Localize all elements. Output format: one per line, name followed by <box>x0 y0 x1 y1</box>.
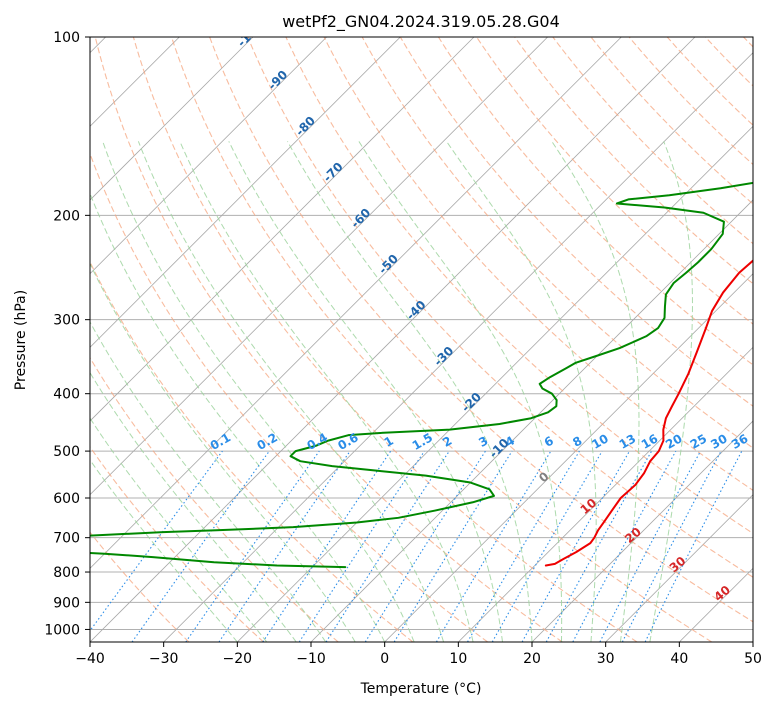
isotherm-line-9 <box>90 37 548 496</box>
mixing-ratio-line-7 <box>364 450 486 642</box>
mixing-ratio-line-9 <box>435 450 552 642</box>
y-tick-label-8: 900 <box>53 595 80 611</box>
dry-adiabat-line-8 <box>209 37 753 623</box>
x-tick-label-3: −10 <box>296 651 326 667</box>
y-axis-label: Pressure (hPa) <box>13 290 29 390</box>
plot-frame <box>89 36 754 643</box>
mixing-ratio-line-1 <box>131 450 270 642</box>
moist-adiabat-line-4 <box>90 262 356 642</box>
x-tick-label-8: 40 <box>670 651 688 667</box>
dry-adiabat-line-13 <box>399 37 753 407</box>
series-line-0 <box>544 259 753 567</box>
y-tick-label-3: 400 <box>53 387 80 403</box>
isotherm-line-10 <box>90 37 622 569</box>
x-axis-label: Temperature (°C) <box>360 681 482 697</box>
chart-title: wetPf2_GN04.2024.319.05.28.G04 <box>282 12 560 32</box>
isotherm-line-8 <box>90 37 475 422</box>
dry-adiabat-line-9 <box>247 37 753 578</box>
dry-adiabat-line-12 <box>361 37 753 449</box>
moist-adiabat-line-7 <box>137 141 445 642</box>
moist-adiabat-line-14 <box>649 141 693 642</box>
x-tick-label-6: 20 <box>523 651 541 667</box>
dry-adiabat-line-0 <box>90 531 190 642</box>
isotherm-line-18 <box>605 494 753 642</box>
mixing-ratio-line-8 <box>393 450 513 642</box>
plot-background <box>90 37 753 642</box>
dry-adiabat-line-11 <box>323 37 753 492</box>
dry-adiabat-line-2 <box>90 356 339 642</box>
moist-adiabat-line-5 <box>90 192 386 642</box>
isotherm-line-12 <box>163 52 753 642</box>
series-line-1 <box>90 181 753 569</box>
isotherm-line-11 <box>90 37 696 642</box>
y-tick-label-7: 800 <box>53 565 80 581</box>
x-tick-label-2: −20 <box>223 651 253 667</box>
x-tick-label-1: −30 <box>149 651 179 667</box>
mixing-ratio-line-6 <box>325 450 450 642</box>
data-lines <box>90 181 753 569</box>
moist-adiabat-line-2 <box>90 371 297 642</box>
dry-adiabat-line-6 <box>132 37 638 642</box>
moist-adiabat-line-3 <box>90 320 327 642</box>
dry-adiabat-line-3 <box>90 260 414 642</box>
dry-adiabat-line-14 <box>437 37 753 366</box>
moist-adiabat-line-10 <box>287 141 533 642</box>
x-tick-label-0: −40 <box>75 651 105 667</box>
isotherm-line-13 <box>237 125 753 642</box>
mixing-ratio-line-12 <box>521 450 630 642</box>
y-tick-label-5: 600 <box>53 491 80 507</box>
x-tick-label-5: 10 <box>449 651 467 667</box>
y-tick-label-1: 200 <box>53 208 80 224</box>
mixing-ratio-line-2 <box>185 450 320 642</box>
isotherm-line-17 <box>531 420 753 642</box>
x-tick-label-7: 30 <box>597 651 615 667</box>
x-tick-label-9: 50 <box>744 651 762 667</box>
y-tick-label-2: 300 <box>53 313 80 329</box>
mixing-ratio-line-14 <box>572 450 677 642</box>
isotherm-line-7 <box>90 37 401 348</box>
moist-adiabat-line-8 <box>179 141 474 642</box>
y-tick-label-4: 500 <box>53 444 80 460</box>
isotherm-line-6 <box>90 37 327 275</box>
moist-adiabat-line-11 <box>358 141 563 642</box>
axis-ticks: −40 −30 −20 −10 0 10 20 30 40 50 100 200 300 400 500 60… <box>44 30 762 667</box>
mixing-ratio-line-13 <box>545 450 653 642</box>
y-tick-label-9: 1000 <box>44 622 80 638</box>
y-tick-label-6: 700 <box>53 531 80 547</box>
isotherm-line-15 <box>384 273 753 642</box>
moist-adiabat-line-9 <box>228 141 504 642</box>
mixing-ratio-line-10 <box>467 450 580 642</box>
moist-adiabat-line-13 <box>551 141 640 642</box>
x-tick-label-4: 0 <box>380 651 389 667</box>
dry-adiabat-line-5 <box>94 37 563 642</box>
isotherm-line-5 <box>90 37 254 201</box>
mixing-ratio-line-3 <box>218 450 351 642</box>
mixing-ratio-line-0 <box>90 450 223 632</box>
background-lines <box>90 37 753 642</box>
mixing-ratio-line-11 <box>491 450 603 642</box>
y-tick-label-0: 100 <box>53 30 80 46</box>
isotherm-line-16 <box>458 346 753 642</box>
dry-adiabat-line-10 <box>285 37 753 535</box>
